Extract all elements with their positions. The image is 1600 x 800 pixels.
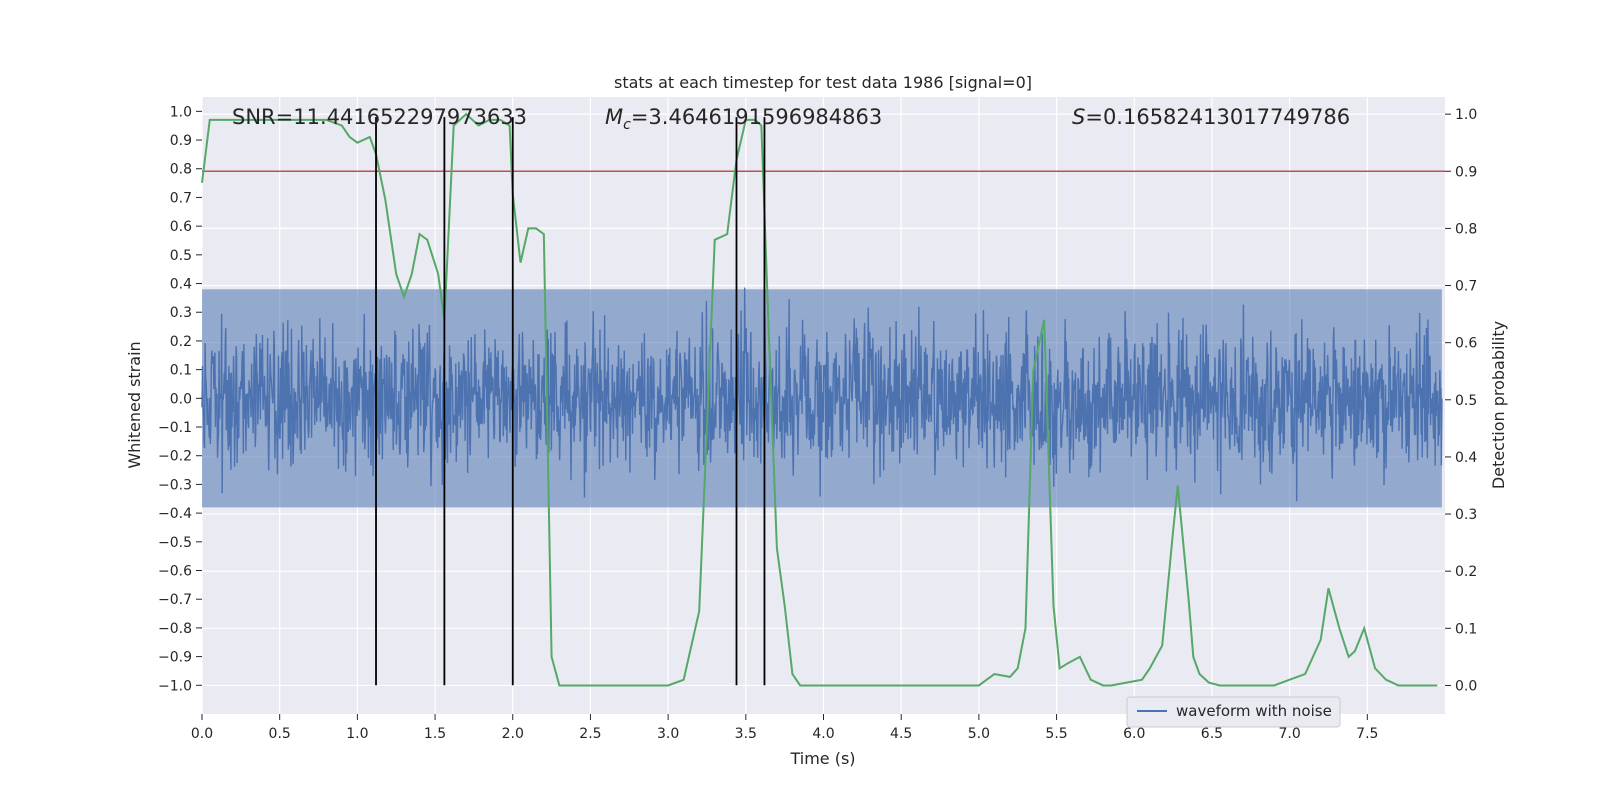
y-left-tick-label: 0.9 bbox=[170, 133, 192, 149]
x-axis-title: Time (s) bbox=[789, 749, 855, 768]
x-tick-label: 3.5 bbox=[735, 726, 757, 742]
y-left-tick-label: 0.3 bbox=[170, 305, 192, 321]
y-left-tick-label: −1.0 bbox=[158, 678, 192, 694]
snr-annotation: SNR=11.441652297973633 bbox=[232, 105, 527, 129]
x-tick-label: 4.5 bbox=[890, 726, 912, 742]
x-axis: 0.0 0.5 1.0 1.5 2.0 2.5 3.0 3.5 4.0 4.5 5.0 5.5 6.0 6… bbox=[191, 714, 1378, 742]
y-axis-right: 1.0 0.9 0.8 0.7 0.6 0.5 0.4 0.3 0.2 0.1 0.0 bbox=[1445, 107, 1477, 694]
x-tick-label: 0.0 bbox=[191, 726, 213, 742]
y-right-tick-label: 0.8 bbox=[1455, 221, 1477, 237]
y-right-tick-label: 1.0 bbox=[1455, 107, 1477, 123]
legend-label: waveform with noise bbox=[1176, 702, 1332, 720]
legend-box bbox=[1126, 696, 1341, 728]
y-left-tick-label: 1.0 bbox=[170, 104, 192, 120]
y-left-tick-label: −0.8 bbox=[158, 621, 192, 637]
y-axis-left: 1.0 0.9 0.8 0.7 0.6 0.5 0.4 0.3 0.2 0.1 0.0 −0.1 −0.… bbox=[158, 104, 202, 694]
y-left-tick-label: −0.5 bbox=[158, 535, 192, 551]
y-left-tick-label: −0.1 bbox=[158, 420, 192, 436]
waveform-core-band bbox=[202, 289, 1442, 508]
waveform-series bbox=[201, 287, 1443, 508]
x-tick-label: 2.5 bbox=[579, 726, 601, 742]
y-right-tick-label: 0.2 bbox=[1455, 564, 1477, 580]
x-tick-label: 5.5 bbox=[1045, 726, 1067, 742]
y-right-tick-label: 0.4 bbox=[1455, 450, 1477, 466]
y-left-tick-label: 0.1 bbox=[170, 363, 192, 379]
y-left-tick-label: −0.6 bbox=[158, 564, 192, 580]
x-tick-label: 6.0 bbox=[1123, 726, 1145, 742]
x-tick-label: 3.0 bbox=[657, 726, 679, 742]
y-left-tick-label: 0.5 bbox=[170, 248, 192, 264]
y-axis-right-title: Detection probability bbox=[1489, 321, 1508, 489]
probability-series bbox=[201, 112, 1438, 687]
mc-annotation: Mc=3.4646191596984863 bbox=[605, 105, 882, 133]
y-left-tick-label: −0.2 bbox=[158, 449, 192, 465]
y-right-tick-label: 0.6 bbox=[1455, 336, 1477, 352]
x-tick-label: 2.0 bbox=[502, 726, 524, 742]
s-annotation: S=0.16582413017749786 bbox=[1072, 105, 1350, 129]
y-right-tick-label: 0.3 bbox=[1455, 507, 1477, 523]
y-right-tick-label: 0.0 bbox=[1455, 678, 1477, 694]
y-right-tick-label: 0.1 bbox=[1455, 621, 1477, 637]
x-tick-label: 4.0 bbox=[812, 726, 834, 742]
y-axis-left-title: Whitened strain bbox=[125, 341, 144, 468]
vertical-lines bbox=[375, 117, 766, 686]
y-right-tick-label: 0.7 bbox=[1455, 279, 1477, 295]
y-left-tick-label: −0.7 bbox=[158, 592, 192, 608]
chart-title: stats at each timestep for test data 198… bbox=[614, 73, 1032, 92]
y-left-tick-label: 0.0 bbox=[170, 391, 192, 407]
y-left-tick-label: −0.4 bbox=[158, 506, 192, 522]
legend: waveform with noise bbox=[1126, 696, 1341, 728]
x-tick-label: 6.5 bbox=[1201, 726, 1223, 742]
mc-subscript: c bbox=[623, 117, 631, 133]
s-value: =0.16582413017749786 bbox=[1085, 105, 1350, 129]
y-left-tick-label: 0.4 bbox=[170, 277, 192, 293]
x-tick-label: 7.5 bbox=[1356, 726, 1378, 742]
probability-line bbox=[201, 112, 1438, 687]
y-left-tick-label: 0.6 bbox=[170, 219, 192, 235]
mc-value: =3.4646191596984863 bbox=[631, 105, 882, 129]
x-tick-label: 5.0 bbox=[968, 726, 990, 742]
y-right-tick-label: 0.9 bbox=[1455, 164, 1477, 180]
x-tick-label: 1.5 bbox=[424, 726, 446, 742]
y-left-tick-label: −0.3 bbox=[158, 477, 192, 493]
y-left-tick-label: 0.2 bbox=[170, 334, 192, 350]
s-symbol: S bbox=[1072, 105, 1085, 129]
y-left-tick-label: 0.7 bbox=[170, 190, 192, 206]
x-tick-label: 0.5 bbox=[269, 726, 291, 742]
y-right-tick-label: 0.5 bbox=[1455, 393, 1477, 409]
y-left-tick-label: −0.9 bbox=[158, 650, 192, 666]
mc-symbol: M bbox=[605, 105, 623, 129]
x-tick-label: 7.0 bbox=[1278, 726, 1300, 742]
x-tick-label: 1.0 bbox=[346, 726, 368, 742]
y-left-tick-label: 0.8 bbox=[170, 162, 192, 178]
